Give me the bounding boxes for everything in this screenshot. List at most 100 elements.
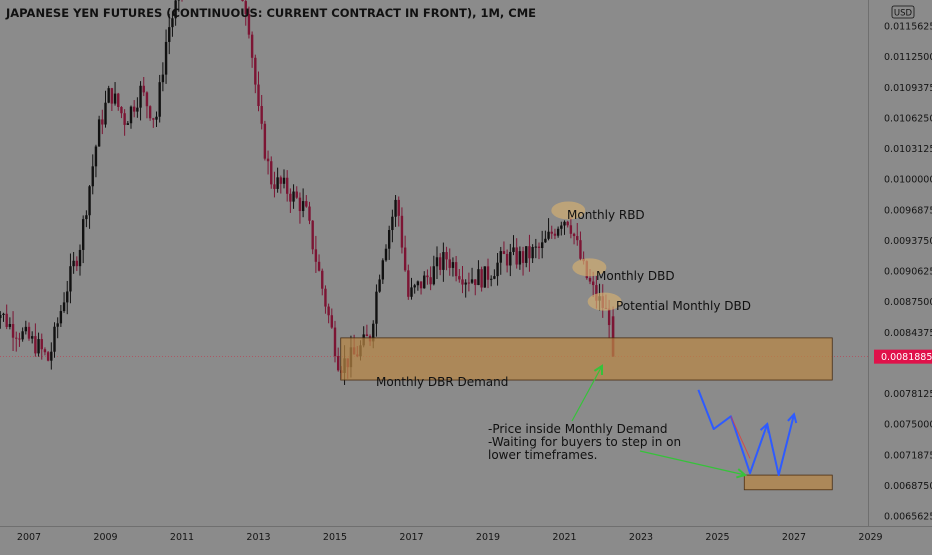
candle-body xyxy=(305,201,307,206)
candle-body xyxy=(267,159,269,162)
candle-body xyxy=(308,207,310,221)
candle-body xyxy=(420,281,422,288)
candle-body xyxy=(579,240,581,259)
candle xyxy=(337,348,339,372)
candle xyxy=(318,254,320,271)
candle xyxy=(152,118,154,128)
candle xyxy=(528,235,530,272)
candle-body xyxy=(276,177,278,189)
candle xyxy=(484,266,486,288)
y-tick-label: 0.0109375 xyxy=(884,83,932,94)
candle xyxy=(334,321,336,363)
candle xyxy=(426,269,428,284)
y-tick-label: 0.0096875 xyxy=(884,205,932,216)
candle xyxy=(477,260,479,285)
candle-body xyxy=(576,236,578,240)
candle xyxy=(554,229,556,239)
candle-body xyxy=(296,192,298,198)
candle xyxy=(133,100,135,117)
candle-body xyxy=(506,254,508,266)
candle xyxy=(299,192,301,223)
candle-body xyxy=(515,247,517,264)
candle xyxy=(496,253,498,286)
candle-body xyxy=(133,107,135,112)
candle xyxy=(63,292,65,313)
candle-body xyxy=(439,257,441,270)
candle xyxy=(302,188,304,217)
candle-body xyxy=(458,276,460,279)
candle-body xyxy=(5,314,7,327)
candle-body xyxy=(455,262,457,276)
candle xyxy=(474,279,476,295)
candle-body xyxy=(270,161,272,184)
candle xyxy=(471,268,473,284)
candle xyxy=(382,258,384,284)
candle-body xyxy=(152,118,154,119)
candle-body xyxy=(15,338,17,339)
candle xyxy=(111,88,113,111)
candle-body xyxy=(503,251,505,254)
candle-body xyxy=(331,315,333,327)
candle xyxy=(130,105,132,128)
x-tick-label: 2011 xyxy=(170,532,194,543)
candle xyxy=(251,31,253,67)
y-tick-label: 0.0087500 xyxy=(884,297,932,308)
x-tick-label: 2007 xyxy=(17,532,41,543)
candle xyxy=(286,170,288,201)
projection-path xyxy=(698,390,794,475)
candle xyxy=(241,0,243,2)
candle xyxy=(47,351,49,361)
candle-body xyxy=(563,222,565,226)
candle-body xyxy=(388,230,390,249)
currency-button[interactable]: USD xyxy=(892,6,914,19)
candle xyxy=(114,82,116,106)
candle xyxy=(136,97,138,118)
candle-body xyxy=(589,278,591,281)
x-tick-label: 2023 xyxy=(629,532,653,543)
candle-body xyxy=(436,257,438,266)
candle-body xyxy=(522,251,524,263)
candle-body xyxy=(280,177,282,183)
x-tick-label: 2025 xyxy=(705,532,729,543)
candle xyxy=(53,322,55,357)
candle-body xyxy=(449,259,451,268)
candle xyxy=(321,269,323,296)
candle-body xyxy=(433,266,435,284)
candle-body xyxy=(50,352,52,361)
candle xyxy=(139,81,141,120)
candle-body xyxy=(509,252,511,266)
candle-body xyxy=(37,339,39,353)
candle xyxy=(289,188,291,213)
candle-body xyxy=(566,222,568,226)
candle xyxy=(280,176,282,194)
candle xyxy=(436,246,438,279)
annotation-monthly-rbd: Monthly RBD xyxy=(567,208,645,222)
candle-body xyxy=(500,251,502,263)
candle xyxy=(311,220,313,254)
candle-body xyxy=(289,194,291,202)
candle-body xyxy=(366,334,368,336)
candle-body xyxy=(9,324,11,327)
candle xyxy=(461,266,463,293)
candle xyxy=(9,317,11,329)
candle xyxy=(480,267,482,292)
candle-body xyxy=(241,0,243,1)
candle-body xyxy=(283,178,285,184)
x-tick-label: 2019 xyxy=(476,532,500,543)
candle xyxy=(76,256,78,271)
candle-body xyxy=(85,215,87,219)
candle xyxy=(2,313,4,322)
y-tick-label: 0.0065625 xyxy=(884,512,932,523)
candle-body xyxy=(88,186,90,215)
candle xyxy=(270,156,272,188)
candle xyxy=(439,253,441,275)
candle-body xyxy=(531,247,533,258)
candle xyxy=(123,109,125,136)
y-tick-label: 0.0115625 xyxy=(884,22,932,33)
x-tick-label: 2009 xyxy=(93,532,117,543)
annotation-monthly-dbd: Monthly DBD xyxy=(596,269,675,283)
candle xyxy=(264,121,266,161)
candle xyxy=(44,347,46,355)
